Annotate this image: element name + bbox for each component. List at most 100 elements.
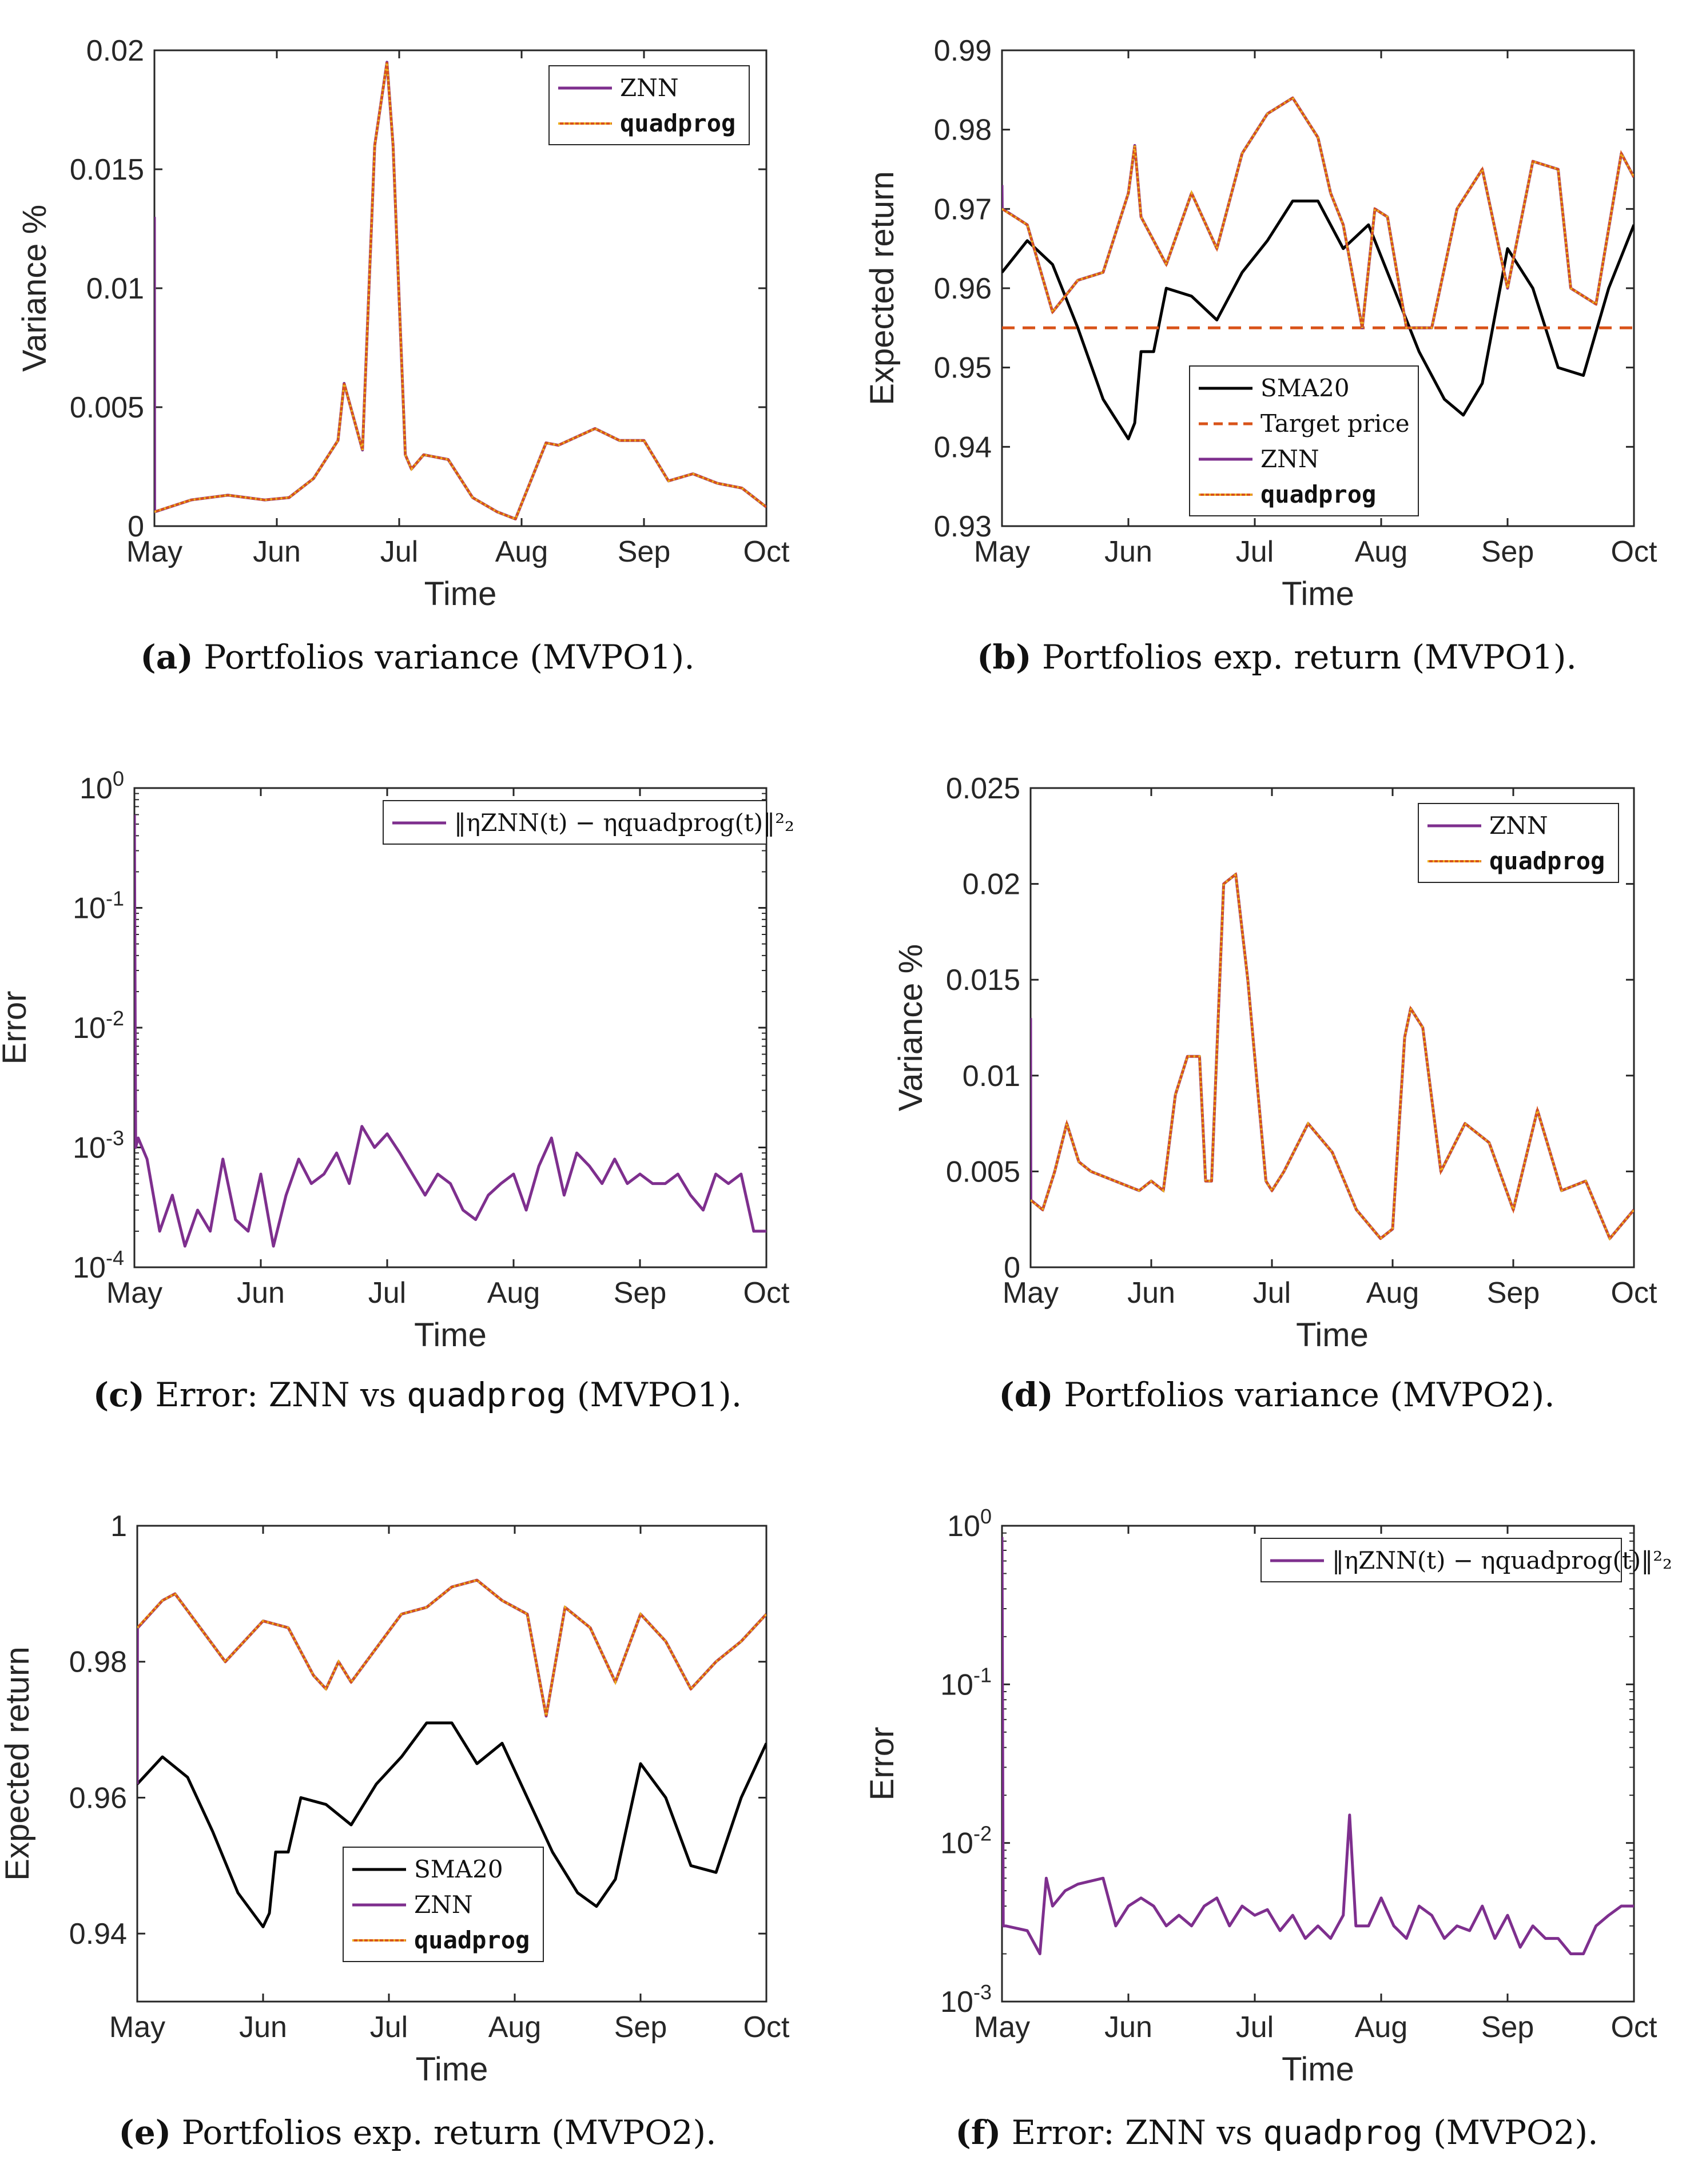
y-tick-label: 0.94 [69,1918,127,1951]
y-tick-label: 0.93 [934,510,992,543]
legend-box [1189,365,1419,516]
caption-tail: (MVPO1). [576,1375,742,1414]
y-tick-label: 0.96 [934,272,992,305]
caption-label: (c) [93,1375,145,1414]
x-tick-label: Sep [614,1276,667,1310]
caption-b: (b) Portfolios exp. return (MVPO1). [864,638,1690,677]
y-tick-label: 10-4 [73,1246,124,1284]
y-tick-label: 0 [128,510,144,543]
y-tick-label: 10-2 [940,1822,992,1860]
y-tick-label: 10-1 [73,887,124,925]
series-znn-t-quadprog-t-line [1002,1537,1634,1955]
panel-c: May Jun Jul Aug Sep Oct Time 10-4 10-3 10-2 10-1 10… [0,738,835,1475]
x-tick-label: Jul [380,535,418,568]
x-tick-label: Jul [1253,1276,1291,1310]
series-group [1002,1537,1634,1955]
x-tick-label: Oct [743,1276,790,1310]
legend: ‖ηZNN(t) − ηquadprog(t)‖²₂ [1260,1538,1672,1582]
y-tick-label: 0.02 [86,34,144,67]
legend-label: ZNN [620,74,679,102]
caption-e: (e) Portfolios exp. return (MVPO2). [0,2113,835,2152]
x-tick-label: Aug [1366,1276,1419,1310]
x-tick-label: Jul [368,1276,406,1310]
x-tick-label: May [109,2011,165,2044]
y-axis-label: Expected return [864,171,901,405]
chart-b: May Jun Jul Aug Sep Oct Time 0.93 0.94 0.95 0.96 0.… [864,34,1657,612]
chart-e: May Jun Jul Aug Sep Oct Time 0.94 0.96 0.98 1 Expec… [0,1510,790,2088]
x-tick-label: Jun [1127,1276,1175,1310]
series-quadprog-line [154,62,766,521]
legend-box [548,65,750,145]
series-znn-line [137,1578,766,1784]
legend: SMA20 ZNN quadprog [343,1847,544,1962]
caption-text: Portfolios variance (MVPO1). [204,638,695,677]
series-group [1002,96,1634,440]
y-tick-label: 0.005 [70,391,144,424]
y-tick-label: 0.02 [963,868,1020,901]
x-tick-label: Aug [487,1276,540,1310]
caption-f: (f) Error: ZNN vs quadprog (MVPO2). [864,2113,1690,2152]
legend-label: ZNN [1489,811,1548,840]
y-tick-label: 0 [1004,1251,1020,1284]
x-tick-label: Sep [618,535,671,568]
chart-a: May Jun Jul Aug Sep Oct Time 0 0.005 0.01 0.015 0.0… [16,34,790,612]
legend-label: quadprog [414,1926,530,1954]
series-znn-line [1002,96,1634,329]
y-tick-label: 0.01 [963,1060,1020,1093]
x-tick-label: Oct [1611,535,1657,568]
x-tick-label: Sep [1481,535,1534,568]
y-tick-label: 10-3 [940,1980,992,2019]
x-tick-label: Jul [1236,2011,1274,2044]
x-axis-label: Time [1282,2051,1354,2088]
y-axis-label: Expected return [0,1646,36,1880]
x-tick-label: May [974,535,1030,568]
x-axis-label: Time [416,2051,488,2088]
y-tick-label: 100 [79,767,124,805]
x-tick-label: Jul [1236,535,1274,568]
y-tick-label: 0.025 [946,772,1020,805]
chart-d: May Jun Jul Aug Sep Oct Time 0 0.005 0.01 0.015 0.0… [892,772,1657,1354]
caption-a: (a) Portfolios variance (MVPO1). [0,638,835,677]
x-tick-label: May [974,2011,1030,2044]
legend-label: ZNN [414,1891,473,1919]
chart-f: May Jun Jul Aug Sep Oct Time 10-3 10-2 10-1 100 Err… [864,1505,1672,2088]
y-tick-label: 10-3 [73,1127,124,1165]
caption-d: (d) Portfolios variance (MVPO2). [864,1375,1690,1414]
y-axis-label: Error [0,991,33,1065]
legend: ‖ηZNN(t) − ηquadprog(t)‖²₂ [383,800,794,845]
x-tick-label: Sep [1487,1276,1540,1310]
x-tick-label: Oct [743,535,790,568]
y-tick-label: 0.95 [934,352,992,385]
caption-label: (e) [118,2113,172,2152]
y-tick-label: 0.01 [86,272,144,305]
caption-label: (a) [140,638,193,677]
panel-d: May Jun Jul Aug Sep Oct Time 0 0.005 0.01 0.015 0.0… [864,738,1690,1475]
legend-label: ‖ηZNN(t) − ηquadprog(t)‖²₂ [1332,1546,1672,1574]
series-quadprog-line [137,1578,766,1717]
x-axis-label: Time [1282,575,1354,612]
panel-b: May Jun Jul Aug Sep Oct Time 0.93 0.94 0.95 0.96 0.… [864,0,1690,738]
legend-label: ‖ηZNN(t) − ηquadprog(t)‖²₂ [454,809,794,837]
x-tick-label: Aug [488,2011,542,2044]
panel-e: May Jun Jul Aug Sep Oct Time 0.94 0.96 0.98 1 Expec… [0,1475,835,2184]
legend: ZNN quadprog [1418,803,1619,883]
legend: SMA20 Target price ZNN quadprog [1189,365,1419,516]
y-tick-label: 0.005 [946,1155,1020,1188]
y-tick-label: 0.96 [69,1781,127,1815]
x-axis-label: Time [414,1316,487,1354]
legend-label: quadprog [1260,480,1376,508]
caption-label: (b) [977,638,1032,677]
x-tick-label: Jul [370,2011,408,2044]
x-axis-label: Time [424,575,497,612]
caption-c: (c) Error: ZNN vs quadprog (MVPO1). [0,1375,835,1414]
series-quadprog-line [1002,96,1634,329]
series-group [137,1578,766,1928]
y-tick-label: 0.015 [946,964,1020,997]
x-tick-label: Sep [614,2011,667,2044]
x-tick-label: Oct [1611,1276,1657,1310]
caption-tail: (MVPO2). [1433,2113,1598,2152]
x-tick-label: Jun [1104,2011,1152,2044]
series-group [154,61,766,521]
x-tick-label: Aug [1355,2011,1408,2044]
y-axis-label: Error [864,1727,901,1801]
